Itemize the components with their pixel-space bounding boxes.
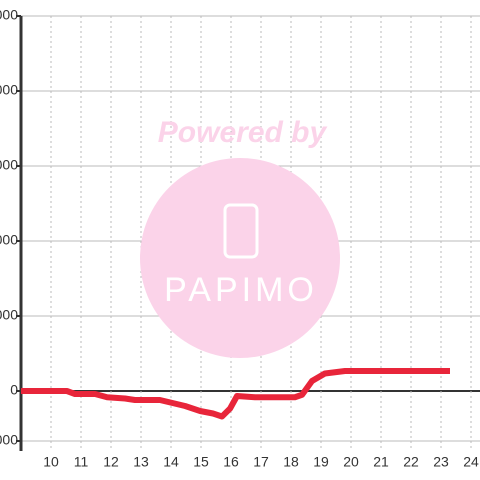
x-tick-label: 19	[313, 454, 329, 470]
y-tick-label: 150,000	[0, 7, 18, 23]
x-tick-label: 11	[74, 454, 89, 470]
x-tick-label: 15	[193, 454, 209, 470]
x-tick-label: 22	[403, 454, 419, 470]
x-tick-label: 18	[283, 454, 299, 470]
x-tick-label: 14	[163, 454, 179, 470]
x-tick-label: 12	[103, 454, 119, 470]
y-tick-label: 90,000	[0, 157, 18, 173]
line	[21, 368, 450, 420]
x-tick-label: 13	[133, 454, 149, 470]
y-tick-label: 30,000	[0, 307, 18, 323]
x-tick-label: 20	[343, 454, 359, 470]
x-tick-label: 23	[433, 454, 449, 470]
watermark-text: PAPIMO	[164, 271, 318, 309]
watermark: Powered by PAPIMO	[140, 116, 340, 358]
x-tick-label: 24	[463, 454, 479, 470]
y-tick-label: 120,000	[0, 82, 18, 98]
y-tick-label: 0	[10, 382, 18, 398]
x-tick-label: 16	[223, 454, 239, 470]
x-tick-label: 17	[253, 454, 269, 470]
y-tick-label: 60,000	[0, 232, 18, 248]
x-tick-label: 10	[43, 454, 59, 470]
x-tick-label: 21	[373, 454, 389, 470]
y-tick-label: -20,000	[0, 432, 18, 448]
watermark-icon	[223, 203, 259, 259]
watermark-text: Powered by	[158, 116, 328, 149]
